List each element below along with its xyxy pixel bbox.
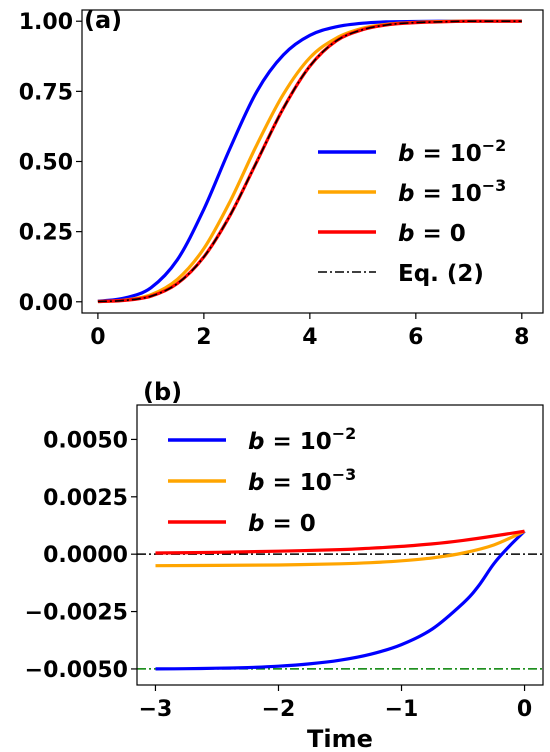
y-tick-label: −0.0050 [25,658,128,683]
x-tick-label: −2 [262,697,296,722]
x-axis-label: Time [307,725,373,752]
y-tick-label: 0.75 [19,80,73,105]
legend-label: b = 0 [398,221,466,247]
series-line-1 [155,529,526,568]
legend-label: Eq. (2) [398,261,484,287]
y-tick-label: −0.0025 [25,601,128,626]
y-tick-label: 0.0050 [43,428,128,453]
series-line-2 [155,529,525,555]
plot-frame [136,404,544,686]
series-line-0 [155,530,526,671]
x-tick-label: 4 [302,325,317,350]
x-tick-label: −1 [385,697,419,722]
panel-label: (a) [84,6,122,34]
series-line-3 [97,20,522,303]
x-tick-label: 6 [408,325,423,350]
y-tick-label: 0.50 [19,151,73,176]
legend: b = 10−2 b = 10−3 b = 0 [168,424,356,537]
legend-label: b = 10−3 [248,465,356,496]
y-tick-label: 0.00 [19,291,73,316]
x-tick-label: 0 [90,325,105,350]
chart-panel-a: 0 2 4 6 80.000.250.500.751.00 (a)b = 10−2b = … [19,6,544,350]
x-tick-label: −3 [139,697,173,722]
x-tick-label: 0 [517,697,532,722]
legend-label: b = 0 [248,511,316,537]
legend: b = 10−2 b = 10−3 b = 0 Eq. (2) [318,136,506,287]
legend-label: b = 10−2 [398,136,506,167]
x-tick-label: 8 [514,325,529,350]
legend-label: b = 10−3 [398,176,506,207]
panel-label: (b) [143,378,182,406]
chart-panel-b: −3 −2 −1 0 −0.0050 −0.0025 0.0000 0.0025 0.0050 (… [25,378,544,752]
legend-label: b = 10−2 [248,424,356,455]
y-tick-label: 0.25 [19,221,73,246]
y-tick-label: 0.0025 [43,486,128,511]
y-tick-label: 1.00 [19,10,73,35]
y-tick-label: 0.0000 [43,543,128,568]
x-tick-label: 2 [196,325,211,350]
